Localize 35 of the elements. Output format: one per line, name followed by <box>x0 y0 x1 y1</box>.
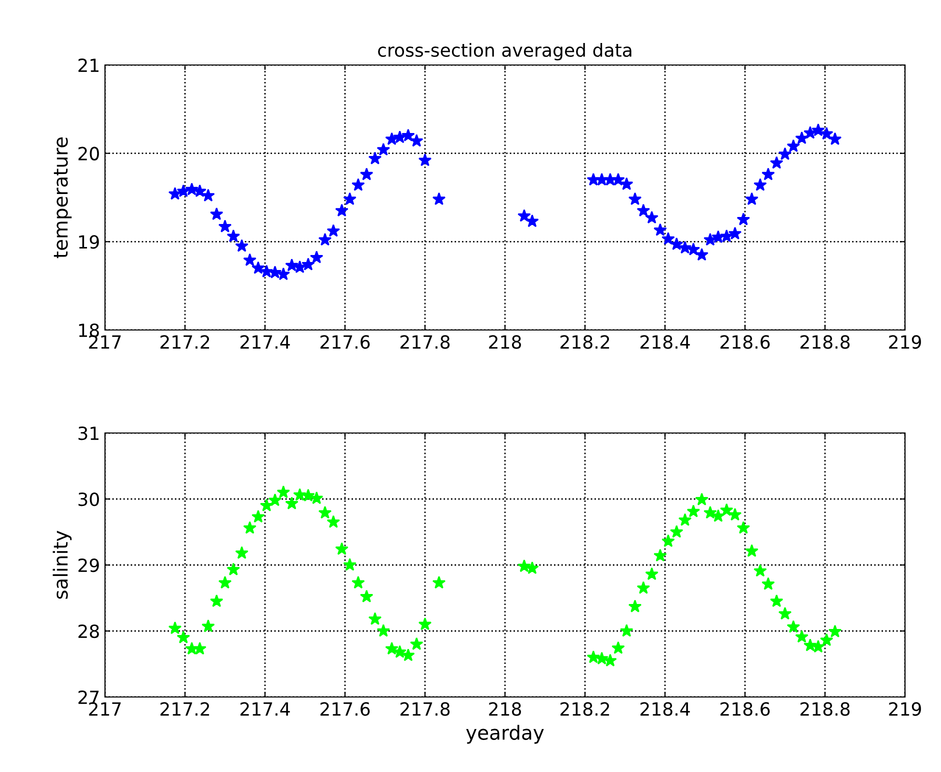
y-axis-title: salinity <box>52 530 72 599</box>
y-tick-label: 28 <box>78 624 99 638</box>
y-tick-label: 19 <box>79 235 99 249</box>
x-tick-label: 218.2 <box>560 335 610 349</box>
x-tick-label: 218.6 <box>720 702 770 716</box>
x-tick-label: 219 <box>889 335 921 349</box>
y-tick-label: 20 <box>78 146 99 160</box>
x-tick-label: 217.2 <box>160 335 210 349</box>
x-tick-label: 218.4 <box>640 335 690 349</box>
x-tick-label: 217.8 <box>400 702 450 716</box>
x-tick-label: 217 <box>89 335 121 349</box>
y-tick-label: 27 <box>78 690 99 704</box>
x-tick-label: 217.6 <box>320 702 370 716</box>
x-tick-label: 218 <box>489 335 521 349</box>
x-tick-label: 217 <box>89 702 121 716</box>
x-tick-label: 217.4 <box>240 702 290 716</box>
x-tick-label: 218.8 <box>800 702 850 716</box>
x-tick-label: 218 <box>489 702 521 716</box>
y-axis-title: temperature <box>54 137 72 258</box>
x-tick-label: 219 <box>889 702 921 716</box>
x-tick-label: 218.4 <box>640 702 690 716</box>
x-tick-label: 217.8 <box>400 335 450 349</box>
x-tick-label: 217.2 <box>160 702 210 716</box>
y-tick-label: 30 <box>78 492 99 506</box>
x-tick-label: 218.2 <box>560 702 610 716</box>
x-tick-label: 218.6 <box>720 335 770 349</box>
x-tick-label: 217.4 <box>240 335 290 349</box>
x-tick-label: 218.8 <box>800 335 850 349</box>
y-tick-label: 18 <box>79 323 99 338</box>
chart-title: cross-section averaged data <box>378 42 632 60</box>
y-tick-label: 31 <box>78 426 98 440</box>
x-tick-label: 217.6 <box>320 335 370 349</box>
y-tick-label: 29 <box>78 558 99 572</box>
x-axis-title: yearday <box>466 724 544 744</box>
y-tick-label: 21 <box>78 58 98 72</box>
